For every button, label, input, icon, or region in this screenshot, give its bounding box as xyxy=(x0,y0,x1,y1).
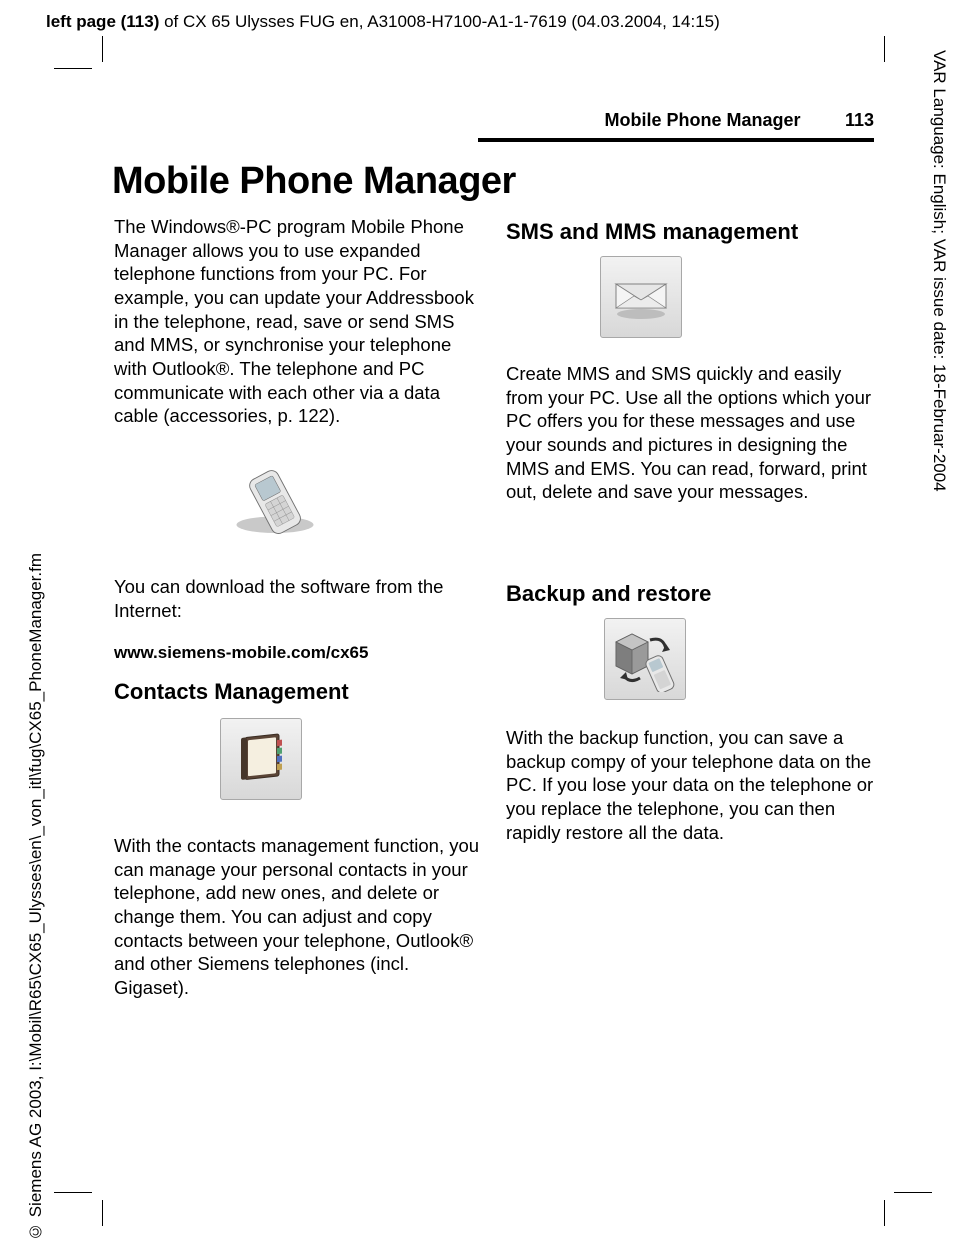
crop-mark xyxy=(54,1192,92,1193)
page-title: Mobile Phone Manager xyxy=(112,160,516,203)
top-meta-prefix: left page (113) xyxy=(46,12,159,31)
crop-mark xyxy=(102,36,103,62)
contacts-heading: Contacts Management xyxy=(114,678,482,706)
sms-body: Create MMS and SMS quickly and easily fr… xyxy=(506,362,874,504)
running-header: Mobile Phone Manager 113 xyxy=(604,110,874,131)
crop-mark xyxy=(894,1192,932,1193)
backup-restore-icon xyxy=(604,618,686,700)
envelope-icon xyxy=(600,256,682,338)
sms-heading: SMS and MMS management xyxy=(506,218,874,246)
backup-body: With the backup function, you can save a… xyxy=(506,726,874,844)
backup-heading: Backup and restore xyxy=(506,580,874,608)
running-header-title: Mobile Phone Manager xyxy=(604,110,800,131)
running-header-page-number: 113 xyxy=(845,110,874,131)
top-meta-rest: of CX 65 Ulysses FUG en, A31008-H7100-A1… xyxy=(159,12,719,31)
download-url: www.siemens-mobile.com/cx65 xyxy=(114,642,482,664)
contacts-body: With the contacts management function, y… xyxy=(114,834,482,1000)
download-text: You can download the software from the I… xyxy=(114,575,482,622)
sidebar-right-text: VAR Language: English; VAR issue date: 1… xyxy=(919,50,949,550)
phone-icon xyxy=(220,455,330,545)
header-rule xyxy=(478,138,874,142)
top-meta-line: left page (113) of CX 65 Ulysses FUG en,… xyxy=(46,12,720,32)
crop-mark xyxy=(884,1200,885,1226)
crop-mark xyxy=(54,68,92,69)
crop-mark xyxy=(884,36,885,62)
crop-mark xyxy=(102,1200,103,1226)
sidebar-left-text: © Siemens AG 2003, I:\Mobil\R65\CX65_Uly… xyxy=(26,501,56,1241)
intro-paragraph: The Windows®-PC program Mobile Phone Man… xyxy=(114,215,482,428)
addressbook-icon xyxy=(220,718,302,800)
